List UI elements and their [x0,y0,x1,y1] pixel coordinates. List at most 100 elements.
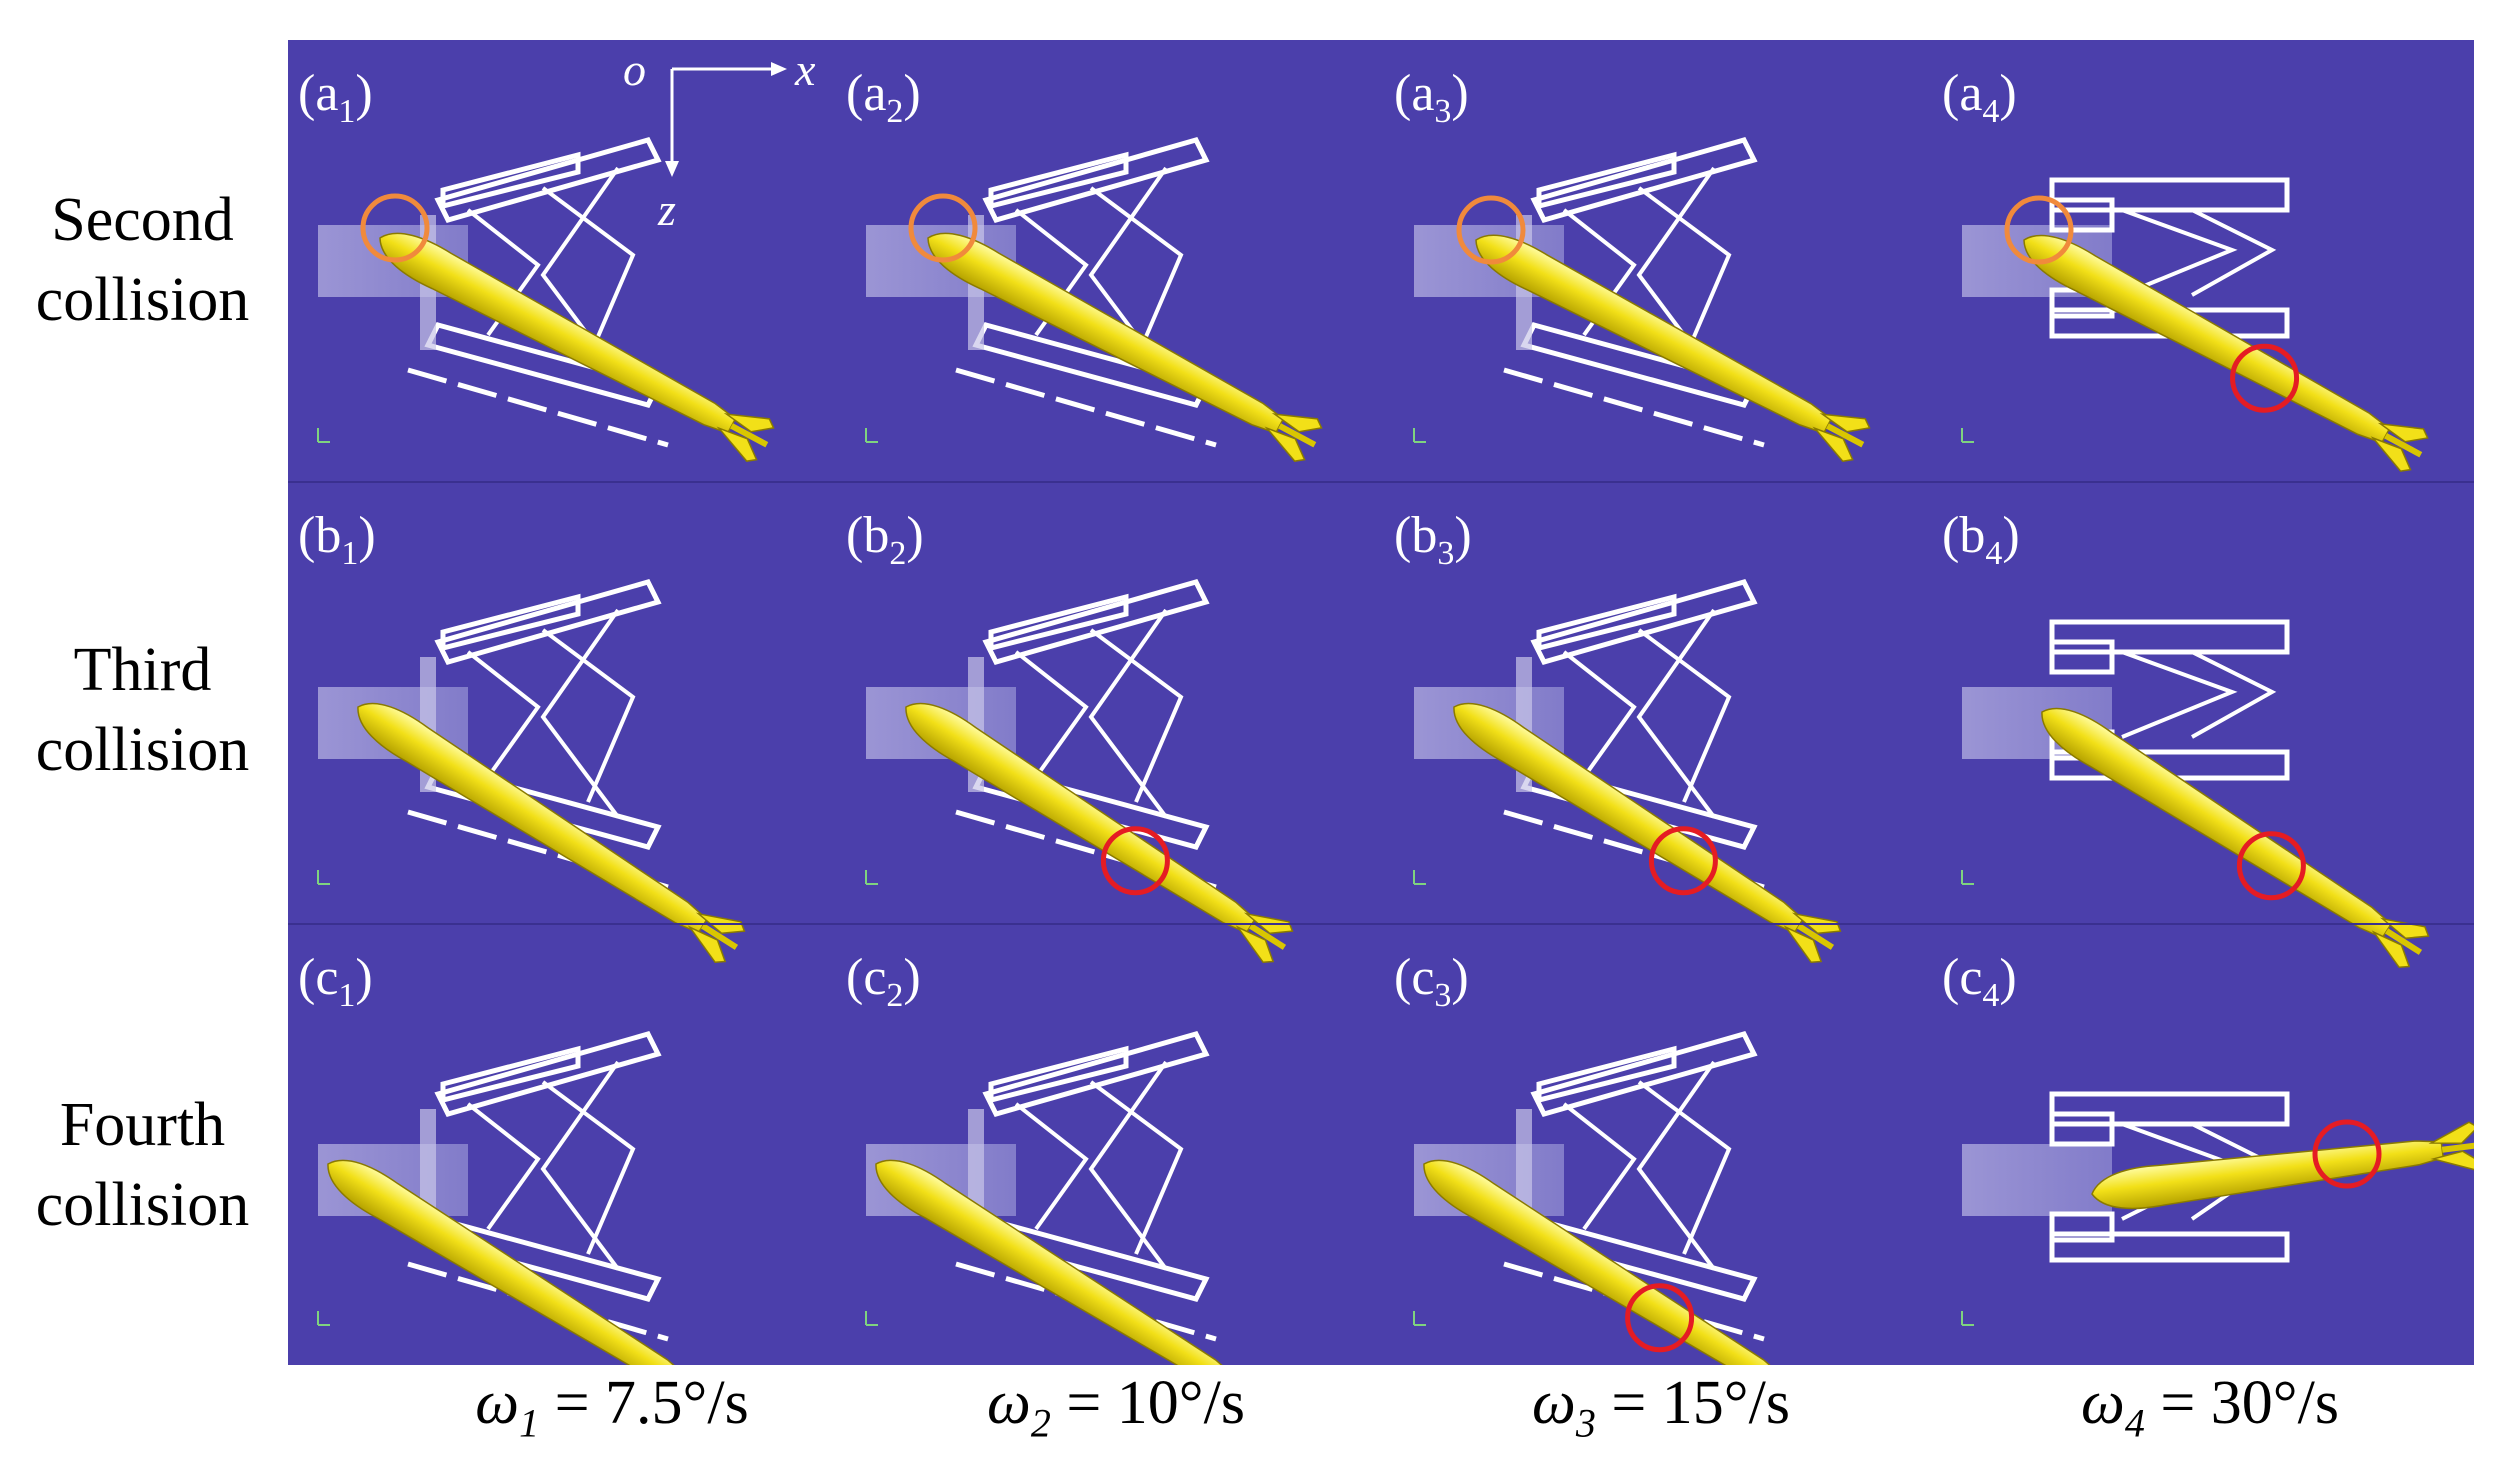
axis-origin-label: o [623,44,646,95]
row-label-second: Second collision [0,180,285,340]
link-v1 [1014,650,1089,779]
row-label-line: Third [73,636,212,704]
projectile-tail [730,423,769,448]
link-v2 [541,628,636,803]
panel-label: (a3) [1394,65,1469,130]
collision-marker-orange [1456,195,1526,265]
triad-icon [1961,870,1974,885]
link-v1 [1562,650,1637,779]
projectile [2091,1121,2474,1210]
link-v3 [1636,1060,1716,1271]
omega-symbol: ω [1532,1369,1576,1437]
upper-arm-inner [440,593,581,652]
projectile-body [875,1159,1236,1365]
upper-arm [2049,619,2290,655]
collision-marker-red [1625,1283,1695,1353]
panel-label: (c4) [1942,949,2017,1014]
triad-icon [1961,428,1974,443]
column-label-omega1: ω1 = 7.5°/s [332,1368,892,1446]
panel-a4: (a4) [1942,65,2429,472]
projectile [357,702,746,964]
link-v2 [2191,650,2277,739]
z-axis-label: z [657,184,676,235]
simulation-grid: (a1) (a2) (a3) (a4) (b1) (b2) (b3) (b4) (c1) (c2)… [288,40,2474,1365]
collision-marker-red [2312,1119,2382,1189]
lower-arm-rail [955,367,1217,448]
panel-label: (b4) [1942,507,2020,572]
link-v2 [541,186,636,361]
triad-icon [317,428,330,443]
launch-tube [1962,1144,2112,1216]
x-axis-arrowhead [771,62,787,76]
projectile-fin [1819,413,1871,433]
link-v1 [1562,1102,1637,1231]
link-v2 [1637,628,1732,803]
projectile-tail [1826,423,1865,448]
link-v1 [466,650,541,779]
projectile-tail [701,923,739,950]
upper-arm-inner [1536,1045,1677,1104]
upper-arm-inner [2049,1111,2115,1147]
projectile-fin [2371,930,2411,969]
row-label-fourth: Fourth collision [0,1085,285,1245]
z-axis-arrowhead [665,161,679,177]
triad-icon [1961,1311,1974,1326]
link-v2 [1089,1080,1184,1255]
projectile-tail [1278,423,1317,448]
omega-value: = 15°/s [1595,1369,1790,1437]
panel-c4: (c4) [1942,949,2474,1326]
projectile-tail [1797,923,1835,950]
link-v3 [540,608,620,819]
projectile-fin [1783,925,1823,964]
projectile-tail [2441,1141,2474,1153]
lower-arm-rail [407,367,669,448]
projectile [1423,1159,1784,1365]
row-label-third: Third collision [0,630,285,790]
panel-a2: (a2) [846,65,1323,462]
triad-icon [865,870,878,885]
panel-a1: (a1) [298,65,775,462]
collision-marker-red [2236,831,2306,901]
panel-label: (a4) [1942,65,2017,130]
panel-b1: (b1) [298,507,746,964]
link-v2 [2191,208,2277,297]
projectile-fin [2370,436,2412,472]
column-label-omega4: ω4 = 30°/s [1930,1368,2490,1446]
link-v2 [1089,628,1184,803]
upper-arm [2049,1091,2290,1127]
projectile-fin [2377,422,2429,443]
collision-marker-red [1100,826,1170,896]
upper-arm-inner [1536,151,1677,210]
omega-subscript: 2 [1030,1400,1051,1446]
triad-icon [1413,1311,1426,1326]
link-v1 [2121,208,2238,297]
panel-b3: (b3) [1394,507,1842,964]
upper-arm-inner [2049,639,2115,675]
panel-b4: (b4) [1942,507,2430,969]
lower-arm-rail [1503,367,1765,448]
omega-subscript: 1 [519,1400,540,1446]
upper-arm [2049,177,2290,213]
projectile [327,1159,688,1365]
omega-value: = 7.5°/s [539,1369,749,1437]
omega-symbol: ω [987,1369,1031,1437]
link-v1 [2121,650,2238,739]
omega-subscript: 4 [2124,1400,2145,1446]
upper-arm-inner [988,593,1129,652]
projectile-fin [2428,1121,2474,1145]
upper-arm-inner [2049,197,2115,233]
upper-arm-inner [988,151,1129,210]
projectile-fin [1812,426,1854,463]
panel-label: (a1) [298,65,373,130]
projectile-fin [2430,1150,2474,1171]
link-v3 [1088,1060,1168,1271]
panel-b2: (b2) [846,507,1294,964]
projectile [1453,702,1842,964]
column-label-omega2: ω2 = 10°/s [836,1368,1396,1446]
panel-c1: (c1) [298,949,688,1365]
collision-marker-orange [360,193,430,263]
collision-marker-orange [908,193,978,263]
x-axis-label: x [794,44,816,95]
link-v1 [1014,1102,1089,1231]
panel-label: (b3) [1394,507,1472,572]
